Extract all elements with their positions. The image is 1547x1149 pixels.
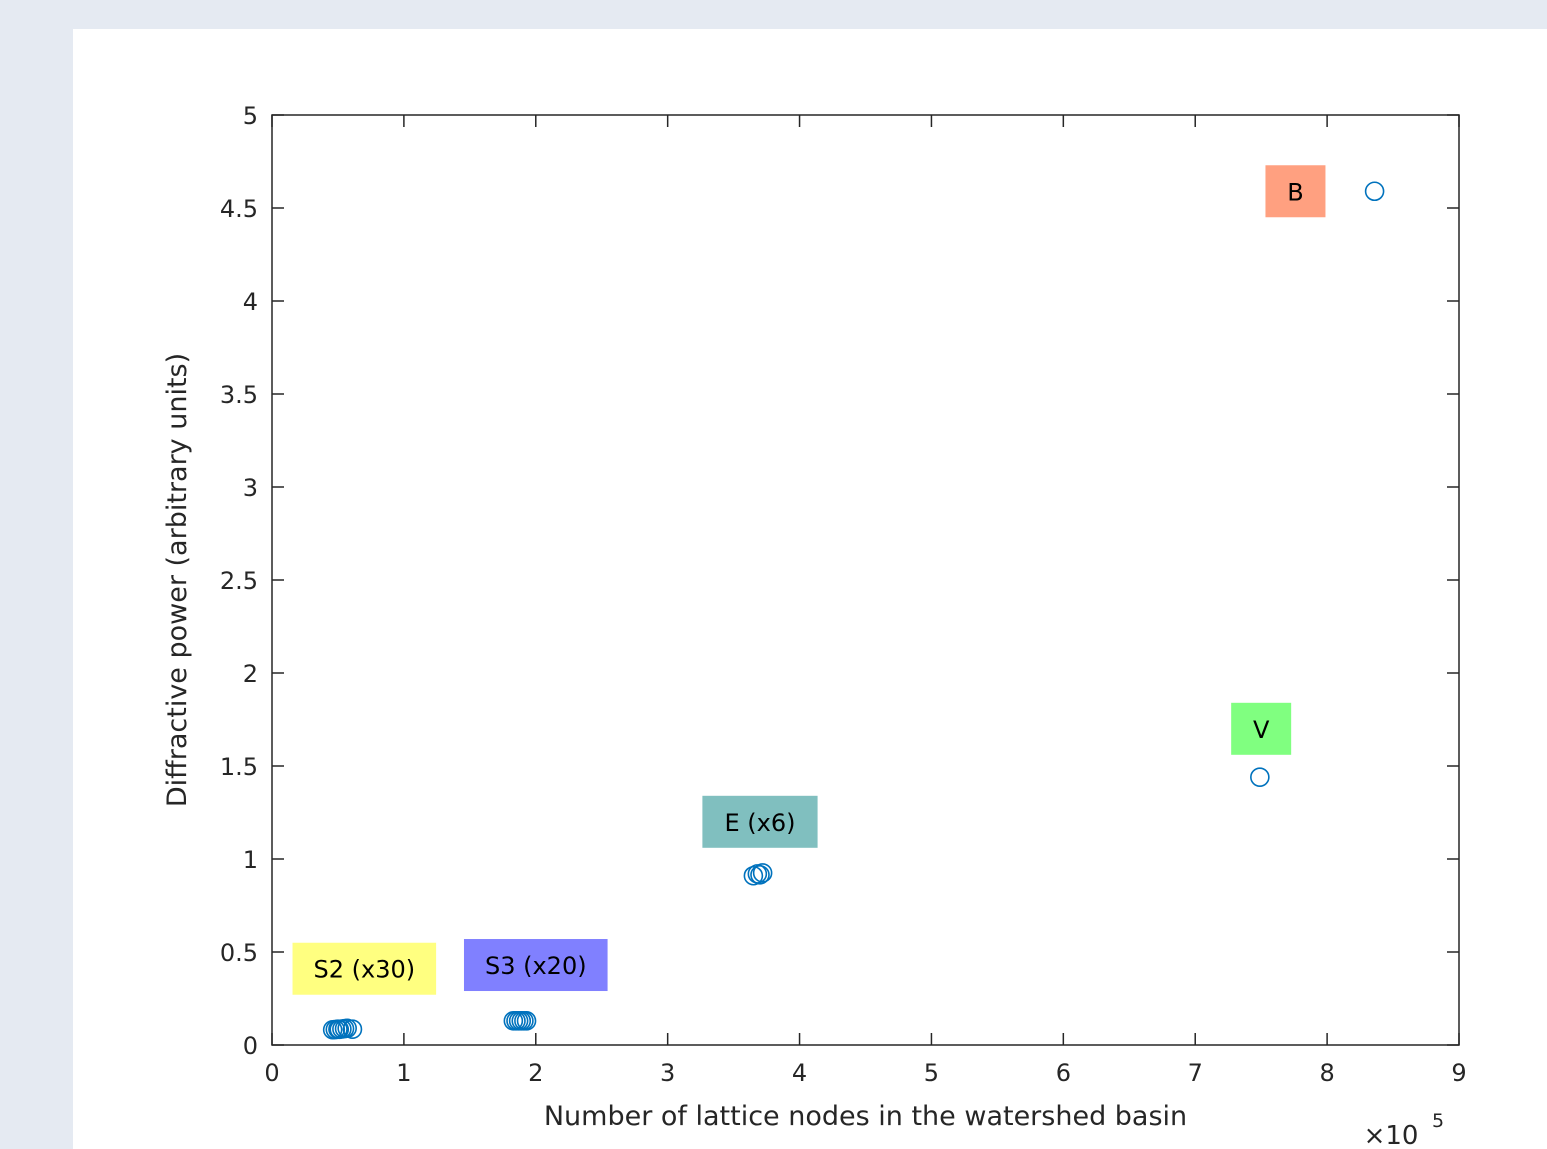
annotation-box bbox=[702, 795, 818, 848]
annotation-label: V bbox=[1253, 716, 1270, 744]
y-tick-label: 4 bbox=[243, 288, 258, 316]
x-tick-label: 0 bbox=[264, 1059, 279, 1087]
figure-canvas: 0 1 2 3 4 5 6 7 8 9 0 0.5 1 1.5 2 2.5 3 3.5 4 4.5 5 Number of… bbox=[73, 29, 1547, 1149]
x-tick-label: 1 bbox=[396, 1059, 411, 1087]
annotation-box bbox=[463, 939, 608, 992]
y-tick-label: 3.5 bbox=[220, 381, 258, 409]
data-point bbox=[743, 865, 764, 886]
annotation-box bbox=[1231, 702, 1292, 755]
annotation-label: B bbox=[1287, 178, 1303, 206]
annotation-box bbox=[1265, 165, 1326, 218]
x-multiplier-base: ×10 bbox=[1364, 1121, 1419, 1149]
axes-box bbox=[271, 114, 1460, 1046]
y-tick-label: 5 bbox=[243, 102, 258, 130]
x-tick-label: 6 bbox=[1056, 1059, 1071, 1087]
annotation-label: S2 (x30) bbox=[314, 956, 416, 984]
x-tick-label: 8 bbox=[1319, 1059, 1334, 1087]
x-tick-label: 5 bbox=[924, 1059, 939, 1087]
x-axis-title: Number of lattice nodes in the watershed… bbox=[544, 1101, 1187, 1132]
data-point bbox=[752, 863, 773, 883]
annotation-box bbox=[292, 942, 437, 995]
data-point bbox=[342, 1019, 363, 1039]
annotation-label: E (x6) bbox=[724, 809, 795, 837]
y-tick-label: 4.5 bbox=[220, 195, 258, 223]
x-tick-label: 9 bbox=[1451, 1059, 1466, 1087]
x-multiplier-exponent: 5 bbox=[1432, 1110, 1444, 1132]
x-tick-label: 7 bbox=[1188, 1059, 1203, 1087]
y-tick-label: 2 bbox=[243, 660, 258, 688]
x-tick-label: 3 bbox=[660, 1059, 675, 1087]
data-point bbox=[516, 1011, 537, 1031]
scatter-chart: 0 1 2 3 4 5 6 7 8 9 0 0.5 1 1.5 2 2.5 3 3.5 4 4.5 5 Number of… bbox=[162, 102, 1467, 1149]
y-axis-title: Diffractive power (arbitrary units) bbox=[162, 353, 193, 807]
y-tick-label: 1.5 bbox=[220, 753, 258, 781]
x-tick-label: 2 bbox=[528, 1059, 543, 1087]
y-tick-label: 3 bbox=[243, 474, 258, 502]
y-tick-label: 1 bbox=[243, 846, 258, 874]
data-point bbox=[750, 865, 770, 885]
y-tick-label: 0 bbox=[243, 1032, 258, 1060]
data-point bbox=[1250, 767, 1270, 787]
x-tick-label: 4 bbox=[792, 1059, 807, 1087]
y-tick-label: 0.5 bbox=[220, 939, 258, 967]
data-point bbox=[1364, 181, 1385, 202]
y-tick-label: 2.5 bbox=[220, 567, 258, 595]
annotation-label: S3 (x20) bbox=[485, 952, 587, 980]
